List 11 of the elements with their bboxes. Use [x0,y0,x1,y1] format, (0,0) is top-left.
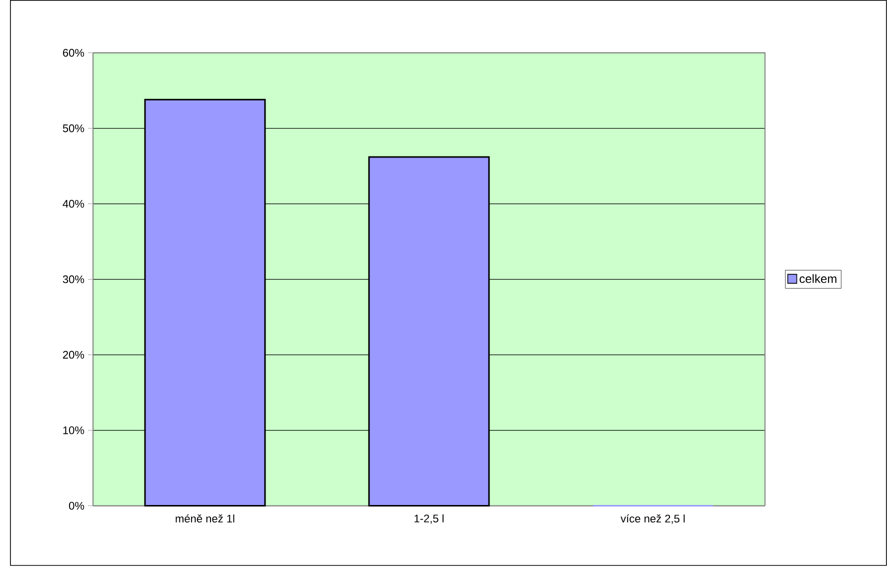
y-tick-label: 60% [63,49,84,57]
x-tick-label: 1-2,5 l [414,514,444,524]
y-tick-label: 30% [62,276,84,284]
x-tick-label: méně než 1l [176,514,234,523]
y-tick-label: 50% [62,124,84,132]
x-tick-label: více než 2,5 l [620,514,685,524]
y-tick-label: 10% [63,426,84,434]
y-tick-label: 20% [63,351,84,359]
legend-label: celkem [800,274,836,284]
y-tick-label: 40% [62,200,84,208]
y-tick-label: 0% [69,502,84,510]
